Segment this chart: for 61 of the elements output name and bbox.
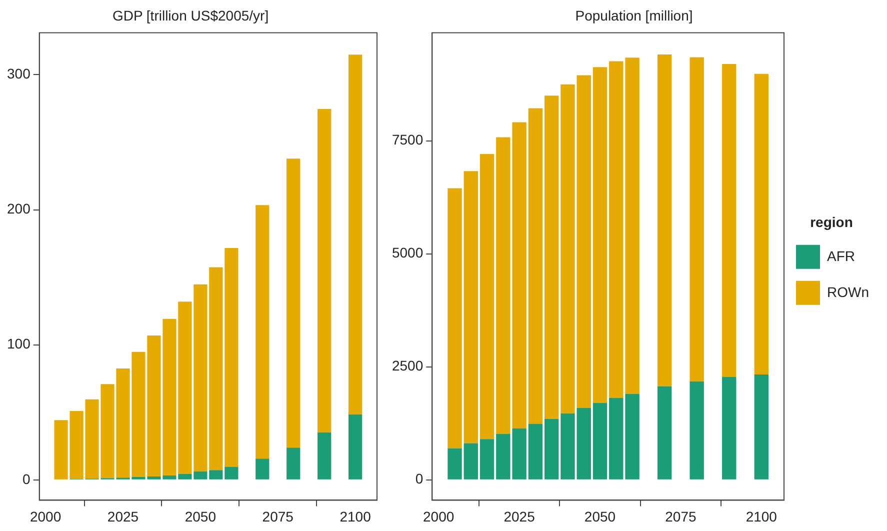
y-tick-label: 5000 xyxy=(392,244,424,261)
bar xyxy=(528,108,543,424)
x-tick-label: 2075 xyxy=(262,508,294,524)
bar xyxy=(464,171,478,444)
bar xyxy=(625,58,640,394)
bar xyxy=(754,374,769,480)
bar xyxy=(448,448,462,480)
bar xyxy=(286,158,300,448)
bar xyxy=(544,418,559,480)
bar xyxy=(544,96,559,419)
x-tick-label: 2050 xyxy=(584,508,616,524)
x-tick-label: 2000 xyxy=(423,508,454,524)
y-tick-label: 300 xyxy=(7,66,31,82)
y-tick-label: 200 xyxy=(7,200,31,217)
bar xyxy=(464,443,478,480)
bar xyxy=(657,386,672,480)
bar xyxy=(560,413,575,480)
y-tick-label: 2500 xyxy=(392,358,424,374)
bar xyxy=(657,54,672,386)
bar xyxy=(576,408,591,480)
bar xyxy=(286,448,300,480)
bar xyxy=(609,398,624,480)
x-tick-label: 2025 xyxy=(504,508,536,524)
bar xyxy=(318,432,332,480)
bar xyxy=(224,466,238,480)
bar xyxy=(690,57,704,382)
bar xyxy=(609,61,624,398)
bar xyxy=(625,394,640,480)
legend-label: AFR xyxy=(827,248,855,264)
bar xyxy=(722,64,736,377)
x-tick-label: 2100 xyxy=(340,508,372,524)
bar xyxy=(224,248,238,467)
legend-label: ROWn xyxy=(827,284,869,300)
bar xyxy=(480,154,494,440)
y-tick-label: 7500 xyxy=(392,132,424,148)
legend-title: region xyxy=(810,214,853,230)
x-tick-label: 2000 xyxy=(30,508,62,524)
x-tick-label: 2100 xyxy=(746,508,778,524)
bar xyxy=(576,75,591,408)
bar xyxy=(480,439,494,480)
bar xyxy=(560,84,575,414)
bar xyxy=(690,381,704,480)
x-tick-label: 2050 xyxy=(184,508,216,524)
bar xyxy=(592,67,608,404)
chart-title: Population [million] xyxy=(575,7,693,24)
x-tick-label: 2025 xyxy=(107,508,139,524)
y-tick-label: 0 xyxy=(415,470,424,487)
chart-title: GDP [trillion US$2005/yr] xyxy=(112,7,269,24)
bar xyxy=(348,414,362,480)
bar xyxy=(722,376,736,480)
bar xyxy=(348,54,362,414)
bar xyxy=(256,458,270,480)
bar xyxy=(528,424,543,480)
y-tick-label: 0 xyxy=(22,470,31,487)
x-tick-label: 2075 xyxy=(665,508,696,524)
bar xyxy=(754,74,769,375)
y-tick-label: 100 xyxy=(7,336,31,352)
bar xyxy=(318,108,332,432)
bar xyxy=(448,188,462,448)
bar xyxy=(256,205,270,459)
bar xyxy=(592,403,608,480)
